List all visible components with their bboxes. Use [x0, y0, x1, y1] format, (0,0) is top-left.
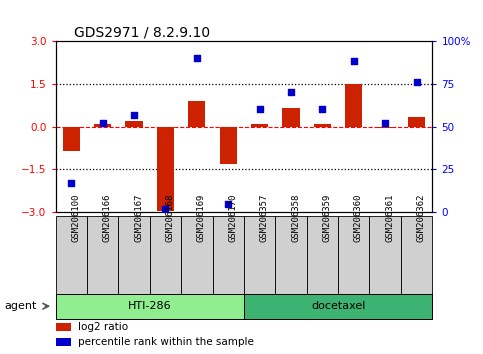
Point — [193, 55, 201, 61]
Bar — [275, 216, 307, 294]
Point — [319, 107, 327, 112]
Bar — [338, 216, 369, 294]
Point — [224, 201, 232, 207]
Bar — [307, 216, 338, 294]
Bar — [87, 216, 118, 294]
Bar — [56, 216, 87, 294]
Text: GSM206362: GSM206362 — [416, 194, 426, 242]
Text: GSM206360: GSM206360 — [354, 194, 363, 242]
Bar — [283, 108, 299, 127]
Bar — [56, 338, 71, 346]
Text: GSM206357: GSM206357 — [260, 194, 269, 242]
Text: GSM206169: GSM206169 — [197, 194, 206, 242]
Bar — [150, 216, 181, 294]
Bar — [181, 216, 213, 294]
Point — [256, 107, 264, 112]
Bar — [94, 124, 111, 127]
Bar — [56, 323, 71, 331]
Text: docetaxel: docetaxel — [311, 301, 365, 311]
Bar — [56, 294, 244, 319]
Bar — [314, 124, 331, 127]
Text: GSM206358: GSM206358 — [291, 194, 300, 242]
Point — [412, 79, 420, 85]
Bar — [213, 216, 244, 294]
Text: GSM206166: GSM206166 — [103, 194, 112, 242]
Bar — [408, 116, 425, 127]
Point — [130, 112, 138, 118]
Point — [161, 206, 170, 212]
Text: HTI-286: HTI-286 — [128, 301, 171, 311]
Bar — [63, 127, 80, 151]
Bar — [377, 127, 394, 128]
Bar — [126, 121, 142, 127]
Bar — [157, 127, 174, 211]
Text: log2 ratio: log2 ratio — [78, 322, 128, 332]
Text: GSM206168: GSM206168 — [165, 194, 174, 242]
Bar — [369, 216, 401, 294]
Point — [287, 89, 295, 95]
Text: percentile rank within the sample: percentile rank within the sample — [78, 337, 254, 347]
Text: agent: agent — [5, 301, 37, 311]
Bar — [244, 294, 432, 319]
Bar — [345, 84, 362, 127]
Point — [68, 181, 75, 186]
Text: GSM206170: GSM206170 — [228, 194, 237, 242]
Text: GSM206359: GSM206359 — [323, 194, 331, 242]
Point — [350, 58, 357, 64]
Bar — [220, 127, 237, 164]
Bar — [251, 124, 268, 127]
Point — [382, 120, 389, 126]
Text: GSM206361: GSM206361 — [385, 194, 394, 242]
Bar — [188, 101, 205, 127]
Bar — [118, 216, 150, 294]
Text: GSM206167: GSM206167 — [134, 194, 143, 242]
Bar — [401, 216, 432, 294]
Point — [99, 120, 107, 126]
Text: GDS2971 / 8.2.9.10: GDS2971 / 8.2.9.10 — [74, 25, 211, 40]
Text: GSM206100: GSM206100 — [71, 194, 80, 242]
Bar — [244, 216, 275, 294]
